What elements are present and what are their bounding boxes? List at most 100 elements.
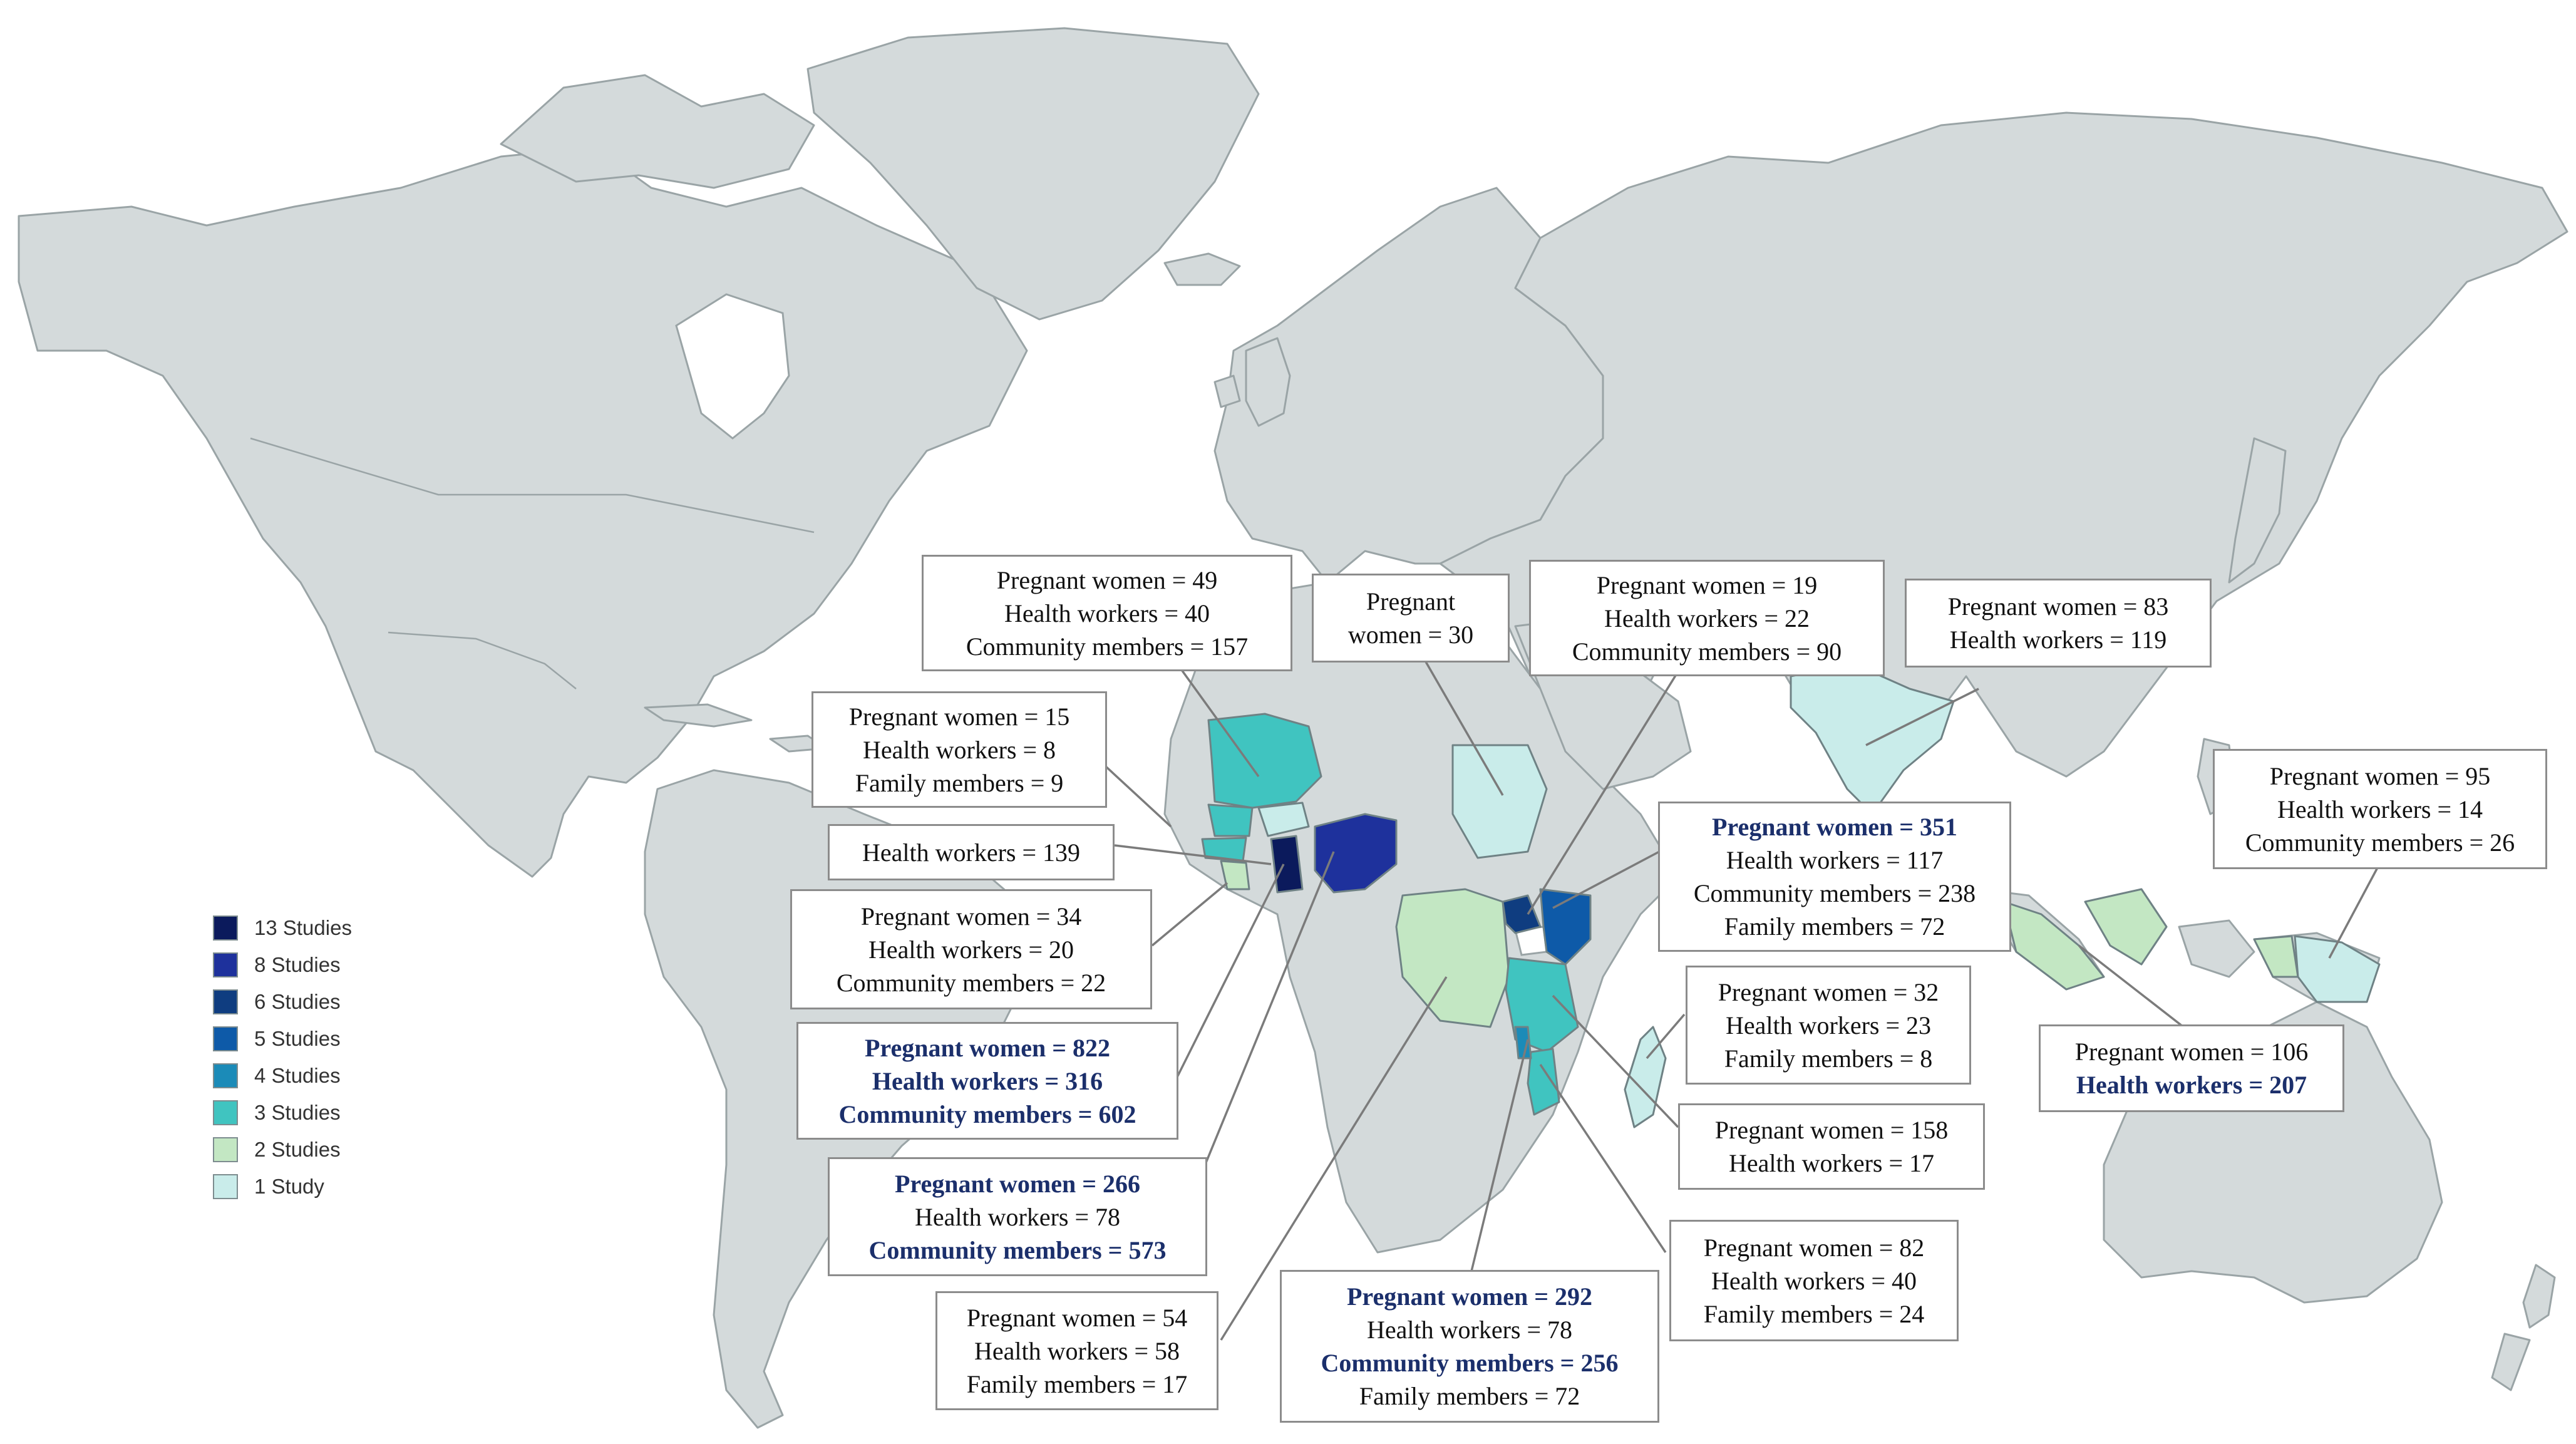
iceland <box>1163 252 1241 286</box>
callout-line: Health workers = 22 <box>1604 604 1810 632</box>
country-png-west <box>2253 935 2299 978</box>
legend-label: 1 Study <box>254 1174 324 1198</box>
callout-line: Community members = 90 <box>1572 637 1842 666</box>
country-indonesia <box>2002 888 2168 991</box>
callout-line: Community members = 26 <box>2245 828 2515 857</box>
callout-line: Health workers = 119 <box>1949 626 2167 654</box>
callout-line: Community members = 256 <box>1321 1349 1619 1377</box>
callout-papua-new-guinea: Pregnant women = 95 Health workers = 14 … <box>2213 749 2547 869</box>
callout-madagascar: Pregnant women = 32 Health workers = 23 … <box>1686 966 1971 1085</box>
callout-line: Pregnant women = 95 <box>2269 761 2491 790</box>
callout-line: Pregnant women = 15 <box>848 702 1070 731</box>
legend-label: 6 Studies <box>254 989 341 1013</box>
legend-item: 13 Studies <box>213 909 352 946</box>
callout-ghana: Pregnant women = 822 Health workers = 31… <box>796 1022 1178 1140</box>
callout-line: Health workers = 8 <box>862 735 1056 764</box>
callout-line: Health workers = 23 <box>1725 1011 1932 1039</box>
callout-line: Community members = 238 <box>1693 879 1976 907</box>
hudson-bay <box>675 293 790 440</box>
callout-line: Health workers = 17 <box>1728 1149 1935 1177</box>
country-india <box>1790 663 1955 815</box>
callout-senegal: Pregnant women = 15 Health workers = 8 F… <box>811 691 1107 808</box>
callout-line: Health workers = 20 <box>868 935 1074 964</box>
callout-line: Pregnant women = 158 <box>1714 1116 1949 1144</box>
callout-line: Pregnant women = 82 <box>1703 1233 1925 1262</box>
new-zealand <box>2491 1264 2556 1391</box>
callout-line: Pregnant women = 49 <box>996 565 1218 594</box>
country-malawi <box>1527 1048 1560 1116</box>
japan <box>2228 437 2287 584</box>
country-sierra-leone-liberia <box>1220 860 1250 890</box>
study-count-legend: 13 Studies 8 Studies 6 Studies 5 Studies… <box>213 909 352 1205</box>
legend-swatch <box>213 1137 238 1162</box>
callout-line: Family members = 24 <box>1703 1299 1925 1328</box>
callout-line: Pregnant women = 292 <box>1346 1282 1593 1311</box>
callout-line: Pregnant women = 266 <box>894 1169 1141 1198</box>
callout-line: Family members = 17 <box>966 1369 1188 1398</box>
callout-line: Pregnant women = 351 <box>1711 813 1958 841</box>
callout-line: Family members = 72 <box>1724 912 1945 941</box>
legend-label: 4 Studies <box>254 1063 341 1087</box>
country-papua-new-guinea <box>2294 935 2381 1003</box>
legend-label: 8 Studies <box>254 952 341 976</box>
arctic-islands <box>500 74 815 189</box>
callout-line: Pregnant women = 83 <box>1947 592 2169 621</box>
legend-item: 4 Studies <box>213 1057 352 1094</box>
callout-burkina-faso: Health workers = 139 <box>828 824 1115 880</box>
callout-nigeria: Pregnant women = 266 Health workers = 78… <box>828 1157 1207 1276</box>
callout-malawi: Pregnant women = 292 Health workers = 78… <box>1280 1270 1659 1423</box>
callout-drc: Pregnant women = 54 Health workers = 58 … <box>935 1291 1218 1410</box>
callout-line: Health workers = 117 <box>1726 846 1944 874</box>
legend-swatch <box>213 1063 238 1088</box>
callout-line: Health workers = 139 <box>862 838 1081 867</box>
callout-line: Health workers = 207 <box>2076 1071 2307 1099</box>
callout-sierra-leone: Pregnant women = 34 Health workers = 20 … <box>790 889 1152 1009</box>
legend-swatch <box>213 952 238 977</box>
legend-label: 13 Studies <box>254 915 352 939</box>
legend-swatch <box>213 989 238 1014</box>
callout-line: Family members = 72 <box>1359 1382 1580 1410</box>
callout-line: Pregnant women = 32 <box>1718 977 1939 1006</box>
callout-mali: Pregnant women = 49 Health workers = 40 … <box>922 555 1292 671</box>
callout-line: Community members = 573 <box>868 1235 1167 1264</box>
legend-swatch <box>213 1100 238 1125</box>
callout-line: Community members = 157 <box>966 632 1249 661</box>
legend-label: 2 Studies <box>254 1137 341 1161</box>
country-uganda <box>1502 894 1542 934</box>
callout-sudan: Pregnant women = 30 <box>1312 574 1510 663</box>
callout-line: Health workers = 78 <box>914 1202 1121 1231</box>
callout-line: Health workers = 40 <box>1004 599 1210 627</box>
legend-label: 5 Studies <box>254 1026 341 1050</box>
british-isles <box>1213 337 1291 427</box>
country-mali <box>1207 713 1322 809</box>
callout-line: Pregnant women = 34 <box>860 902 1082 931</box>
callout-kenya: Pregnant women = 351 Health workers = 11… <box>1658 802 2011 952</box>
legend-swatch <box>213 1173 238 1199</box>
callout-line: Family members = 9 <box>855 768 1064 797</box>
legend-item: 8 Studies <box>213 946 352 983</box>
callout-line: Pregnant women = 822 <box>864 1033 1111 1062</box>
callout-line: Pregnant women = 106 <box>2074 1038 2309 1066</box>
callout-line: Health workers = 14 <box>2277 795 2483 823</box>
greenland <box>806 27 1260 321</box>
country-zambia-lake <box>1514 1026 1532 1060</box>
callout-line: women = 30 <box>1347 621 1474 649</box>
legend-swatch <box>213 915 238 941</box>
callout-line: Community members = 22 <box>836 968 1106 997</box>
country-senegal-gambia <box>1207 803 1254 837</box>
callout-uganda: Pregnant women = 19 Health workers = 22 … <box>1529 560 1885 676</box>
callout-india: Pregnant women = 83 Health workers = 119 <box>1905 579 2212 668</box>
legend-label: 3 Studies <box>254 1100 341 1124</box>
legend-item: 3 Studies <box>213 1094 352 1131</box>
country-sudan <box>1451 744 1548 859</box>
legend-item: 1 Study <box>213 1168 352 1205</box>
legend-item: 2 Studies <box>213 1131 352 1168</box>
callout-line: Health workers = 78 <box>1366 1316 1573 1344</box>
callout-indonesia: Pregnant women = 106 Health workers = 20… <box>2039 1024 2344 1112</box>
callout-line: Pregnant women = 54 <box>966 1303 1188 1332</box>
country-drc <box>1395 888 1510 1028</box>
callout-tanzania: Pregnant women = 158 Health workers = 17 <box>1678 1103 1985 1190</box>
callout-mozambique: Pregnant women = 82 Health workers = 40 … <box>1669 1220 1959 1341</box>
callout-line: Pregnant women = 19 <box>1596 570 1818 599</box>
country-burkina-faso <box>1257 802 1310 837</box>
